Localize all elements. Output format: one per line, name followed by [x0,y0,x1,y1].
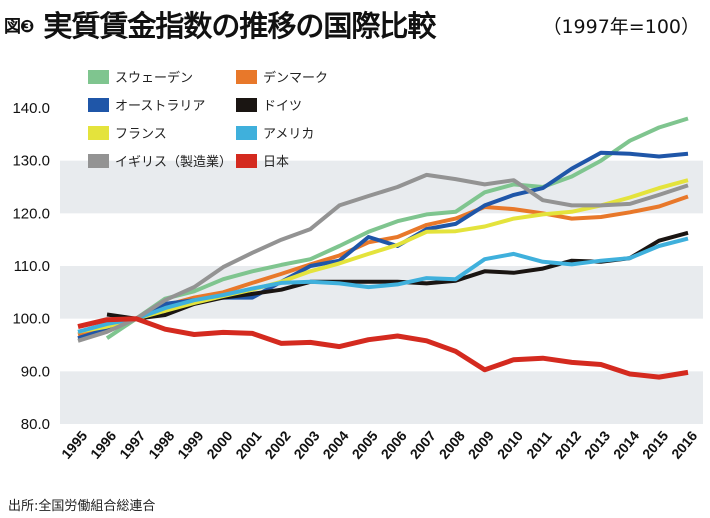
x-tick-label: 1997 [116,428,148,462]
legend-label: オーストラリア [115,99,205,114]
legend-label: デンマーク [263,70,328,86]
legend-swatch [88,70,109,84]
legend-item: オーストラリア [88,98,205,114]
legend-swatch [88,126,109,140]
x-tick-label: 1998 [145,428,177,462]
x-tick-label: 2002 [261,428,293,462]
grid-bands [60,160,703,424]
x-tick-label: 2014 [610,428,642,462]
x-tick-label: 2011 [523,428,555,462]
legend-label: スウェーデン [115,70,193,86]
x-tick-label: 2000 [203,428,235,462]
legend-swatch [236,126,257,140]
legend-label: アメリカ [263,127,314,142]
legend-swatch [88,154,109,168]
x-tick-label: 2003 [290,428,322,462]
source-note: 出所:全国労働組合総連合 [8,499,156,514]
series-line [77,236,689,334]
legend-swatch [236,154,257,168]
legend-item: デンマーク [236,70,328,86]
y-tick-label: 130.0 [12,153,50,170]
chart-title: 実質賃金指数の推移の国際比較 [43,9,436,43]
x-tick-label: 2004 [319,428,351,462]
x-tick-label: 2016 [668,428,700,462]
y-tick-label: 120.0 [12,205,50,222]
y-tick-label: 90.0 [21,363,50,380]
legend-label: フランス [115,127,167,142]
figure-label: 図❸ [4,16,34,37]
legend-label: イギリス（製造業） [115,154,232,170]
legend-label: ドイツ [263,99,302,114]
series-line [77,316,689,380]
x-tick-label: 2012 [552,428,584,462]
x-tick-label: 2005 [349,428,381,462]
x-tick-label: 2009 [465,428,497,462]
legend-item: フランス [88,126,167,142]
x-tick-label: 2015 [639,428,671,462]
legend-item: スウェーデン [88,70,193,86]
legend-item: 日本 [236,154,289,170]
y-axis: 80.0 90.0 100.0 110.0 120.0 130.0 140.0 [12,100,50,433]
title-row: 図❸ 実質賃金指数の推移の国際比較 [4,4,436,44]
y-tick-label: 140.0 [12,100,50,117]
x-tick-label: 2007 [407,428,439,462]
legend-item: イギリス（製造業） [88,154,232,170]
x-tick-label: 1999 [174,428,206,462]
x-tick-label: 2010 [494,428,526,462]
x-tick-label: 1995 [58,428,90,462]
y-tick-label: 100.0 [12,311,50,328]
legend-item: ドイツ [236,98,302,114]
y-tick-label: 110.0 [14,258,50,275]
x-tick-label: 1996 [87,428,119,462]
legend-swatch [236,70,257,84]
legend-swatch [236,98,257,112]
x-axis: 1995199619971998199920002001200220032004… [58,428,700,462]
grid-band [60,371,703,424]
y-tick-label: 80.0 [21,416,50,433]
legend-swatch [88,98,109,112]
series-line [77,150,689,341]
legend-item: アメリカ [236,126,314,142]
x-tick-label: 2001 [232,428,264,462]
series-line [105,116,689,340]
x-tick-label: 2013 [581,428,613,462]
series-line [77,178,689,334]
x-tick-label: 2006 [378,428,410,462]
legend-label: 日本 [263,155,289,170]
chart-subtitle: （1997年=100） [542,16,700,38]
series-line [77,172,689,343]
series-lines [77,116,689,380]
x-tick-label: 2008 [436,428,468,462]
